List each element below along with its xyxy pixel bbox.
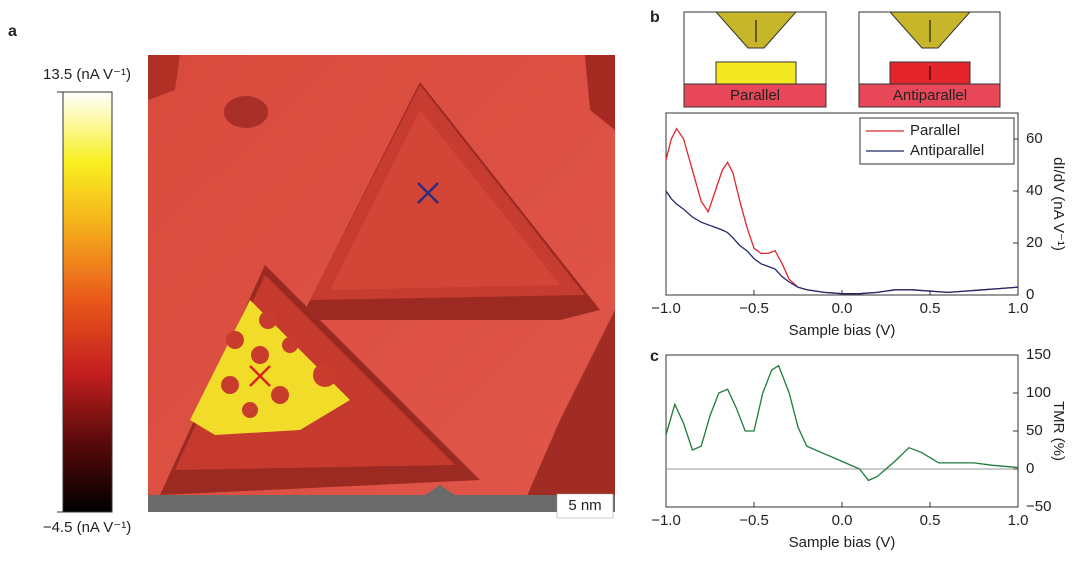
x-tick-label: −1.0 [651, 300, 681, 317]
diagram-label: Antiparallel [893, 87, 967, 104]
x-axis-label: Sample bias (V) [789, 322, 896, 339]
colorbar-tick-label: 13.5 (nA V⁻¹) [43, 66, 131, 83]
series-line [666, 366, 1018, 481]
diagram-antiparallel: Antiparallel [859, 12, 1000, 107]
diagram-parallel: Parallel [684, 12, 826, 107]
x-tick-label: 0.5 [920, 512, 941, 529]
y-axis-label: TMR (%) [1050, 401, 1067, 461]
plot-frame [666, 355, 1018, 507]
legend-label: Antiparallel [910, 142, 984, 159]
y-tick-label: 0 [1026, 286, 1034, 303]
x-tick-label: 0.5 [920, 300, 941, 317]
y-tick-label: 150 [1026, 346, 1051, 363]
panel-label: a [8, 23, 17, 40]
panel-label: b [650, 9, 660, 26]
y-tick-label: 50 [1026, 422, 1043, 439]
y-tick-label: 40 [1026, 182, 1043, 199]
colorbar [63, 92, 112, 512]
x-tick-label: −0.5 [739, 512, 769, 529]
y-tick-label: 20 [1026, 234, 1043, 251]
diagram-label: Parallel [730, 87, 780, 104]
colorbar-tick-label: −4.5 (nA V⁻¹) [43, 519, 131, 536]
y-tick-label: 0 [1026, 460, 1034, 477]
figure: a b c 5 nm Parallel [0, 0, 1086, 565]
panel-label: c [650, 348, 659, 365]
scale-bar: 5 nm [568, 497, 601, 514]
x-axis-label: Sample bias (V) [789, 534, 896, 551]
y-tick-label: 100 [1026, 384, 1051, 401]
x-tick-label: 0.0 [832, 300, 853, 317]
legend-label: Parallel [910, 122, 960, 139]
stm-image: 5 nm [148, 55, 615, 518]
y-axis-label: dI/dV (nA V⁻¹) [1050, 157, 1067, 251]
page: {"panel_labels": ["a", "b", "c"], "image… [0, 0, 1086, 565]
x-tick-label: 0.0 [832, 512, 853, 529]
x-tick-label: −0.5 [739, 300, 769, 317]
series-line [666, 191, 1018, 294]
y-tick-label: 60 [1026, 130, 1043, 147]
x-tick-label: −1.0 [651, 512, 681, 529]
y-tick-label: −50 [1026, 498, 1051, 515]
